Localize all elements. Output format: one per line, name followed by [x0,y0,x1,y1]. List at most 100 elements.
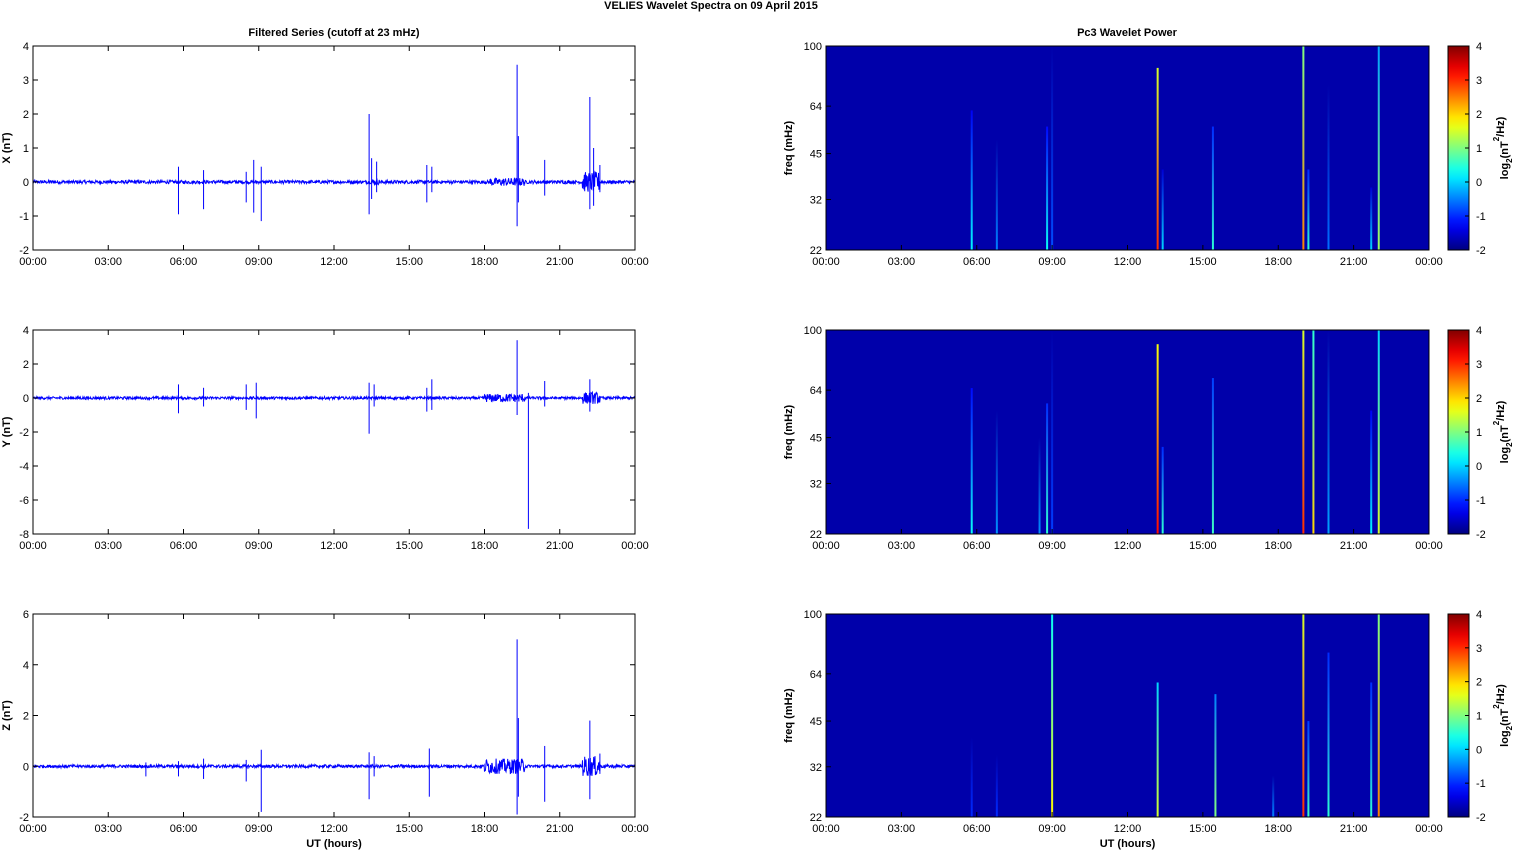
x-axis-label: UT (hours) [306,838,362,850]
x-tick-label: 21:00 [1340,823,1368,835]
y-tick-label: 64 [810,101,822,113]
x-tick-label: 03:00 [94,823,122,835]
power-streak [995,410,998,534]
x-tick-label: 15:00 [1189,256,1217,268]
power-streak [1214,694,1217,817]
y-tick-label: 45 [810,433,822,445]
y-tick-label: 6 [23,609,29,621]
power-streak [1038,437,1041,534]
colorbar-tick-label: 4 [1476,325,1482,337]
plot-area [33,614,635,817]
power-streak [1161,169,1164,250]
series-panel-3: -2 0 2 4 6 00:00 03:00 06:00 09:00 12:00 15:00 18:0… [1,609,649,850]
x-tick-label: 21:00 [1340,256,1368,268]
colorbar: -2 -1 0 1 2 3 4 log2(nT2/Hz) [1447,41,1514,257]
power-streak [970,736,973,817]
y-tick-label: 100 [804,325,822,337]
power-streak [1327,84,1330,250]
power-streak [1307,721,1310,817]
x-tick-label: 00:00 [1415,256,1443,268]
x-tick-label: 06:00 [170,256,198,268]
x-tick-label: 06:00 [963,256,991,268]
y-tick-label: 32 [810,762,822,774]
y-tick-label: 2 [23,711,29,723]
x-tick-label: 00:00 [621,823,649,835]
power-streak [1377,330,1380,534]
x-tick-label: 00:00 [812,540,840,552]
x-tick-label: 00:00 [19,540,47,552]
x-tick-label: 06:00 [963,540,991,552]
colorbar-label: log2(nT2/Hz) [1492,684,1514,747]
y-tick-label: -2 [19,245,29,257]
colorbar-tick-label: -1 [1476,211,1486,223]
x-tick-label: 09:00 [1038,256,1066,268]
x-tick-label: 00:00 [1415,540,1443,552]
x-tick-label: 09:00 [1038,823,1066,835]
x-tick-label: 00:00 [1415,823,1443,835]
colorbar-tick-label: 3 [1476,359,1482,371]
x-tick-label: 15:00 [395,256,423,268]
y-tick-label: 2 [23,109,29,121]
x-tick-label: 06:00 [963,823,991,835]
x-tick-label: 12:00 [320,823,348,835]
heatmap-background [826,614,1429,817]
y-axis-label: X (nT) [1,132,13,163]
plot-area [33,330,635,534]
x-axis-label: UT (hours) [1100,838,1156,850]
power-streak [1046,403,1049,534]
y-tick-label: 100 [804,609,822,621]
power-streak [1327,652,1330,817]
y-tick-label: 22 [810,245,822,257]
right-panel-title: Pc3 Wavelet Power [1077,27,1178,39]
colorbar-tick-label: 2 [1476,109,1482,121]
y-tick-label: 22 [810,812,822,824]
power-streak [1156,67,1159,250]
colorbar-tick-label: -2 [1476,812,1486,824]
power-streak [1370,682,1373,817]
power-streak [1051,614,1054,817]
colorbar-tick-label: 0 [1476,744,1482,756]
power-streak [1156,344,1159,534]
y-axis-label: Z (nT) [1,700,13,731]
colorbar-tick-label: 1 [1476,143,1482,155]
colorbar: -2 -1 0 1 2 3 4 log2(nT2/Hz) [1447,325,1514,541]
x-tick-label: 18:00 [471,540,499,552]
power-streak [1211,126,1214,250]
power-streak [1327,330,1330,534]
x-tick-label: 00:00 [19,823,47,835]
colorbar-tick-label: -2 [1476,529,1486,541]
y-tick-label: 3 [23,75,29,87]
x-tick-label: 18:00 [471,823,499,835]
colorbar-tick-label: 2 [1476,393,1482,405]
figure-title: VELIES Wavelet Spectra on 09 April 2015 [604,0,818,12]
power-streak [1302,330,1305,534]
power-streak [1051,330,1054,534]
series-panel-1: -2 -1 0 1 2 3 4 00:00 03:00 06:00 09:00 12:00 15:00 1… [1,41,649,268]
x-tick-label: 09:00 [245,256,273,268]
y-tick-label: 45 [810,149,822,161]
colorbar-tick-label: 3 [1476,643,1482,655]
x-tick-label: 00:00 [19,256,47,268]
colorbar-tick-label: 1 [1476,427,1482,439]
colorbar-tick-label: 0 [1476,461,1482,473]
x-tick-label: 09:00 [245,540,273,552]
power-streak [1307,169,1310,250]
colorbar-tick-label: 3 [1476,75,1482,87]
x-tick-label: 09:00 [1038,540,1066,552]
colorbar-tick-label: 0 [1476,177,1482,189]
power-streak [970,110,973,251]
power-streak [1377,614,1380,817]
x-tick-label: 15:00 [395,540,423,552]
y-tick-label: 45 [810,716,822,728]
power-streak [1211,378,1214,534]
noise-trace [32,390,636,404]
power-streak [995,139,998,250]
y-tick-label: -2 [19,427,29,439]
x-tick-label: 15:00 [1189,823,1217,835]
y-tick-label: -8 [19,529,29,541]
x-tick-label: 21:00 [1340,540,1368,552]
x-tick-label: 00:00 [812,256,840,268]
